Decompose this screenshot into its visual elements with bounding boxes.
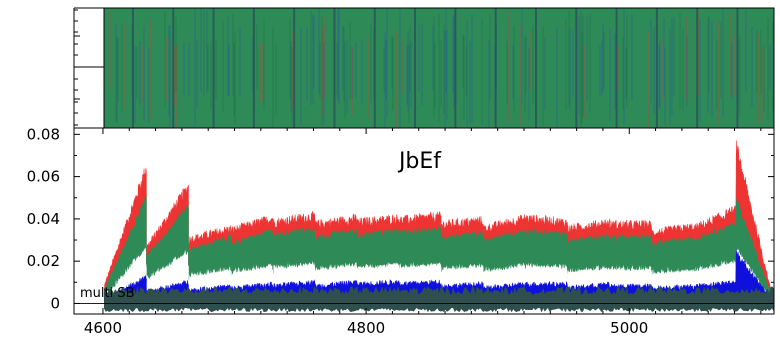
y-tick-label: 0 — [50, 294, 60, 312]
top-panel — [73, 7, 775, 129]
bottom-panel-ticks: 4600 4800 5000 0 0.02 0.04 0.06 0.08 — [27, 125, 774, 337]
y-tick-label: 0.04 — [27, 210, 60, 228]
y-tick-label: 0.02 — [27, 252, 60, 270]
x-tick-label: 4600 — [84, 319, 122, 337]
y-tick-label: 0.08 — [27, 125, 60, 143]
x-tick-label: 5000 — [610, 319, 648, 337]
green-series — [103, 195, 774, 304]
chart-title: JbEf — [397, 149, 442, 174]
y-tick-label: 0.06 — [27, 168, 60, 186]
top-panel-left-axis — [73, 7, 104, 128]
top-panel-noise-band — [103, 8, 774, 128]
x-tick-label: 4800 — [347, 319, 385, 337]
bottom-panel: 4600 4800 5000 0 0.02 0.04 0.06 0.08 JbEf multi… — [27, 125, 775, 337]
bottom-panel-frame — [73, 127, 775, 315]
multi-sb-annotation: multi SB — [80, 286, 135, 301]
bottom-panel-series — [103, 140, 774, 313]
